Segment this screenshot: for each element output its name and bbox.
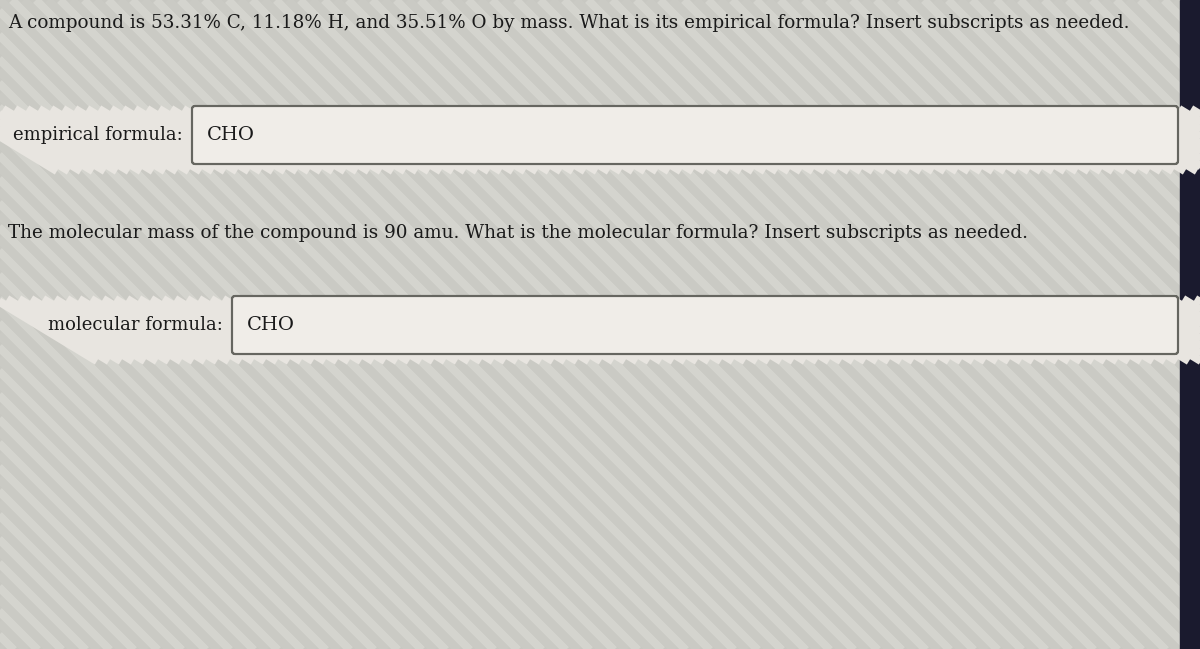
Text: CHO: CHO [247, 316, 295, 334]
Text: molecular formula:: molecular formula: [48, 316, 223, 334]
Text: CHO: CHO [208, 126, 256, 144]
Bar [1180, 0, 1200, 649]
Text: empirical formula:: empirical formula: [13, 126, 182, 144]
FancyBboxPatch shape [192, 106, 1178, 164]
FancyBboxPatch shape [232, 296, 1178, 354]
Text: The molecular mass of the compound is 90 amu. What is the molecular formula? Ins: The molecular mass of the compound is 90… [8, 224, 1028, 242]
Text: A compound is 53.31% C, 11.18% H, and 35.51% O by mass. What is its empirical fo: A compound is 53.31% C, 11.18% H, and 35… [8, 14, 1129, 32]
